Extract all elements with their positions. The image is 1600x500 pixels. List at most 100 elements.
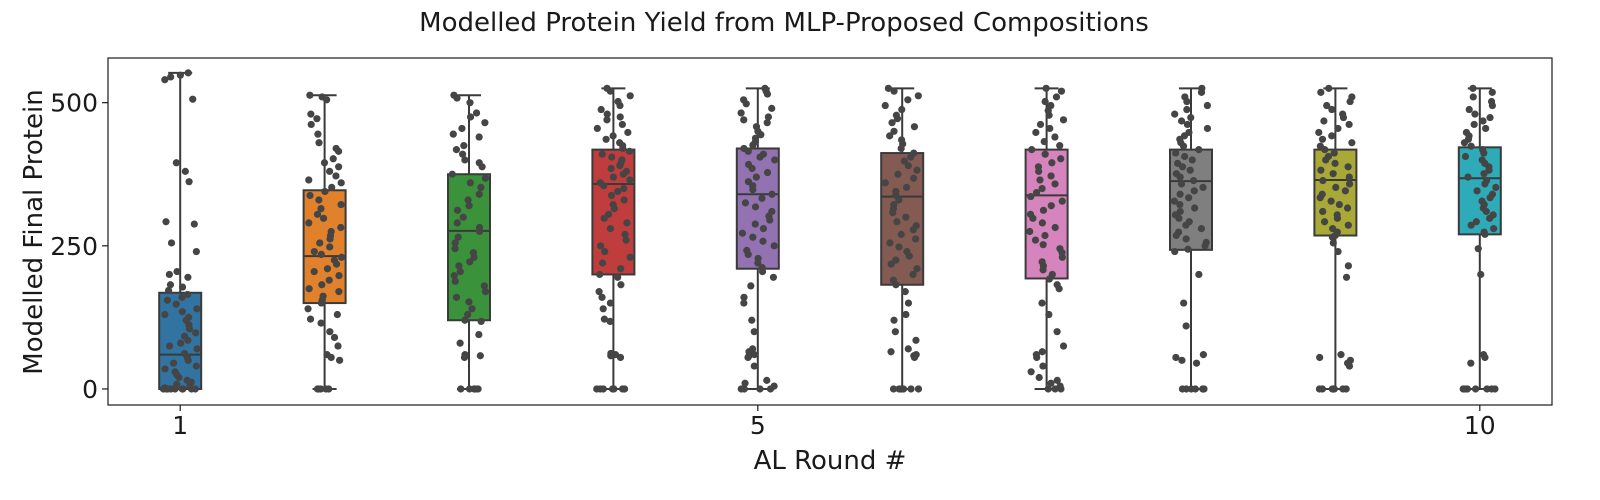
data-point [1180,299,1188,307]
data-point [1481,353,1489,362]
data-point [178,293,186,301]
data-point [1033,353,1041,362]
y-tick-label: 0 [82,375,98,404]
data-point [1181,152,1189,161]
data-point [1486,214,1494,222]
data-point [453,206,462,214]
data-point [620,385,629,393]
data-point [313,385,322,393]
data-point [763,119,771,127]
data-point [1339,113,1348,122]
data-point [1047,172,1055,180]
data-point [1345,173,1353,181]
data-point [626,176,634,184]
data-point [904,299,913,307]
data-point [903,183,911,192]
data-point [899,385,908,393]
data-point [897,230,905,238]
data-point [1322,156,1330,164]
data-point [763,90,772,98]
data-point [1172,231,1180,240]
data-point [1190,176,1198,185]
data-point [1045,310,1053,319]
data-point [1057,87,1066,95]
data-point [1199,351,1207,359]
data-point [1315,385,1324,393]
data-point [1333,214,1341,222]
data-point [451,277,459,285]
data-point [475,227,484,236]
data-point [614,273,622,281]
data-point [749,141,757,149]
data-point [1032,188,1041,197]
data-point [1039,362,1047,370]
data-point [313,210,322,218]
data-point [620,184,628,193]
data-point [448,170,456,178]
data-point [318,281,326,289]
data-point [884,84,892,92]
data-point [770,242,778,250]
data-point [607,164,615,173]
data-point [190,220,198,228]
data-point [1032,128,1040,137]
data-point [192,329,200,337]
data-point [1201,242,1209,250]
data-point [889,385,898,393]
data-point [593,385,601,393]
data-point [905,252,913,260]
data-point [1172,353,1180,362]
data-point [1182,385,1190,393]
data-point [623,219,631,227]
data-point [1342,273,1351,281]
data-point [337,179,345,187]
data-point [1473,187,1481,195]
data-point [181,167,189,175]
data-point [1035,373,1043,382]
data-point [167,73,175,81]
data-point [606,299,614,307]
data-point [1058,197,1066,205]
data-point [451,239,459,247]
y-tick-label: 250 [50,232,98,261]
data-point [1031,236,1040,244]
data-point [616,353,625,362]
data-point [1027,368,1035,376]
data-point [763,168,772,177]
data-point [1481,180,1489,188]
data-point [1042,84,1050,92]
data-point [1059,116,1068,124]
data-point [313,115,321,123]
data-point [904,162,912,170]
data-point [465,202,473,210]
data-point [1320,218,1329,226]
data-point [1470,120,1478,129]
plot-frame [107,57,1553,406]
data-point [771,156,779,164]
data-point [1191,204,1199,212]
data-point [1319,176,1327,185]
data-point [749,186,757,194]
data-point [481,174,490,182]
data-point [914,385,923,393]
data-point [890,87,898,95]
data-point [455,262,463,270]
data-point [1344,163,1352,171]
data-point [1057,155,1065,163]
data-point [888,119,896,127]
data-point [1467,221,1475,229]
data-point [598,293,606,301]
data-point [1041,97,1049,106]
data-point [1460,139,1469,147]
data-point [909,226,917,234]
data-point [305,285,313,293]
data-point [330,333,339,342]
data-point [465,298,473,306]
data-point [1170,197,1178,205]
data-point [1027,192,1035,201]
data-point [1044,385,1052,393]
data-point [1331,159,1339,167]
data-point [184,290,192,299]
data-point [464,196,472,204]
data-point [1051,385,1059,393]
